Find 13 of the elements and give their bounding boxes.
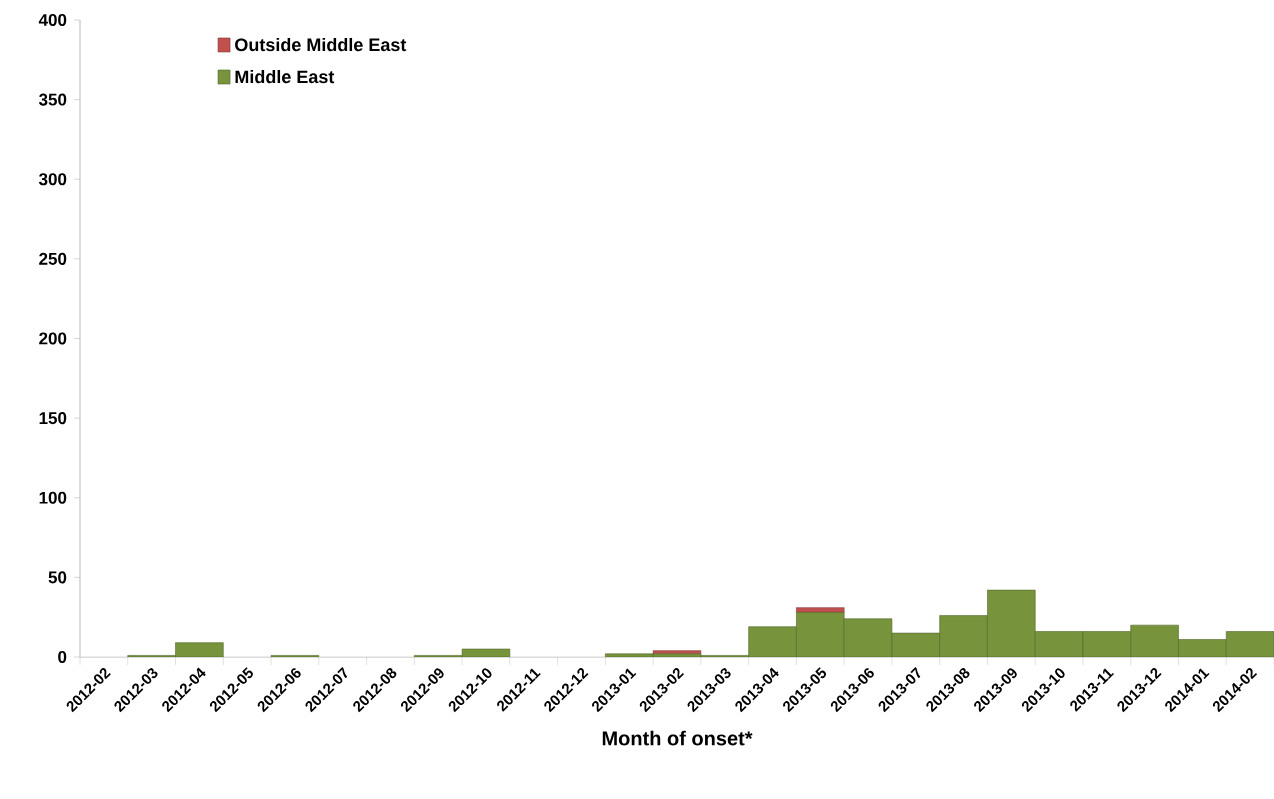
y-tick-label: 0 [58, 651, 67, 664]
y-tick-label: 350 [38, 93, 67, 106]
legend-label: Middle East [235, 69, 335, 84]
x-axis-title: Month of onset* [602, 730, 753, 746]
y-tick-label: 300 [38, 173, 67, 186]
y-tick-label: 250 [39, 252, 67, 265]
y-tick-label: 400 [38, 13, 67, 27]
y-tick-label: 200 [39, 332, 67, 345]
bar [796, 607, 845, 613]
legend-label: Outside Middle East [235, 37, 407, 52]
y-tick-label: 50 [48, 571, 67, 584]
y-tick-label: 150 [39, 412, 67, 425]
y-tick-label: 100 [39, 491, 67, 504]
